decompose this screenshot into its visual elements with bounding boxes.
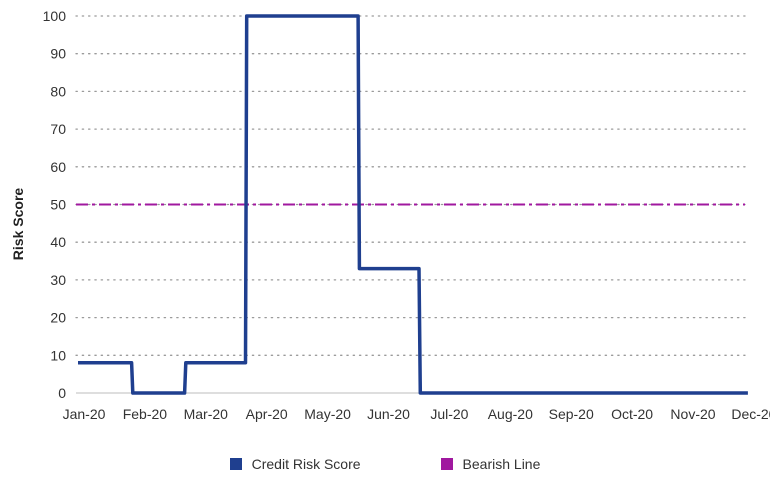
legend-label-bearish-line: Bearish Line	[462, 456, 541, 472]
series-credit-risk-score-line	[78, 14, 748, 395]
y-tick-20: 20	[50, 310, 66, 326]
x-tick-Nov-20: Nov-20	[670, 406, 715, 422]
x-tick-Sep-20: Sep-20	[549, 406, 594, 422]
y-tick-50: 50	[50, 197, 66, 213]
x-tick-Jun-20: Jun-20	[367, 406, 410, 422]
legend-swatch-credit-risk-score	[229, 458, 242, 470]
x-tick-labels: Jan-20 Feb-20 Mar-20 Apr-20 May-20 Jun-20 Jul-…	[63, 406, 770, 422]
x-tick-Jan-20: Jan-20	[63, 406, 106, 422]
y-tick-70: 70	[50, 121, 66, 137]
legend-label-credit-risk-score: Credit Risk Score	[251, 456, 361, 472]
x-tick-Oct-20: Oct-20	[611, 406, 653, 422]
x-tick-May-20: May-20	[304, 406, 351, 422]
x-tick-Aug-20: Aug-20	[488, 406, 533, 422]
y-tick-100: 100	[43, 8, 67, 24]
y-tick-40: 40	[50, 234, 66, 250]
x-tick-Dec-20: Dec-20	[731, 406, 770, 422]
y-axis-label: Risk Score	[10, 188, 26, 261]
x-tick-Apr-20: Apr-20	[246, 406, 288, 422]
legend: Credit Risk Score Bearish Line	[0, 456, 770, 472]
y-tick-90: 90	[50, 46, 66, 62]
y-tick-30: 30	[50, 272, 66, 288]
y-tick-80: 80	[50, 83, 66, 99]
x-tick-Jul-20: Jul-20	[430, 406, 468, 422]
x-tick-Feb-20: Feb-20	[123, 406, 168, 422]
legend-item-credit-risk-score[interactable]: Credit Risk Score	[229, 456, 361, 472]
series-layer	[76, 14, 748, 395]
y-tick-60: 60	[50, 159, 66, 175]
y-tick-10: 10	[50, 347, 66, 363]
y-tick-0: 0	[58, 385, 66, 401]
legend-swatch-bearish-line	[440, 458, 453, 470]
y-tick-labels: 0 10 20 30 40 50 60 70 80 90 100	[43, 8, 67, 401]
legend-item-bearish-line[interactable]: Bearish Line	[440, 456, 541, 472]
x-tick-Mar-20: Mar-20	[184, 406, 229, 422]
